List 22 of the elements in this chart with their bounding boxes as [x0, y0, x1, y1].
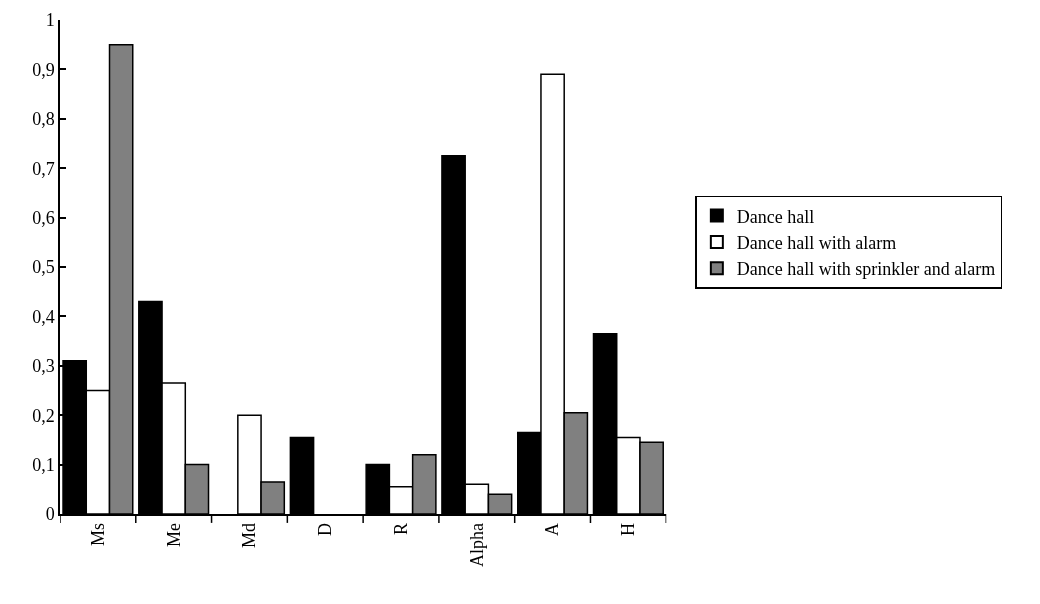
y-tick-label: 0,2: [32, 405, 55, 426]
x-tick-label: A: [542, 522, 563, 536]
y-tick-label: 0,7: [32, 158, 55, 179]
y-tick-label: 0,6: [32, 207, 55, 228]
x-tick-label: H: [618, 522, 639, 536]
y-tick-label: 0,3: [32, 356, 55, 377]
y-tick-label: 0,1: [32, 454, 55, 475]
legend-label: Dance hall: [736, 206, 815, 227]
x-tick-label: D: [315, 522, 336, 536]
x-tick-label: Ms: [87, 522, 108, 546]
legend-label: Dance hall with alarm: [736, 232, 897, 253]
y-tick-label: 0,8: [32, 109, 55, 130]
y-tick-label: 0,9: [32, 59, 55, 80]
y-tick-label: 0,4: [32, 306, 55, 327]
x-tick-label: R: [390, 522, 411, 535]
legend-label: Dance hall with sprinkler and alarm: [736, 259, 996, 280]
y-tick-label: 0,5: [32, 257, 55, 278]
x-tick-label: Md: [239, 522, 260, 548]
x-tick-label: Me: [163, 522, 184, 547]
y-tick-label: 0: [45, 504, 55, 525]
x-tick-label: Alpha: [466, 522, 487, 567]
y-tick-label: 1: [45, 10, 55, 31]
